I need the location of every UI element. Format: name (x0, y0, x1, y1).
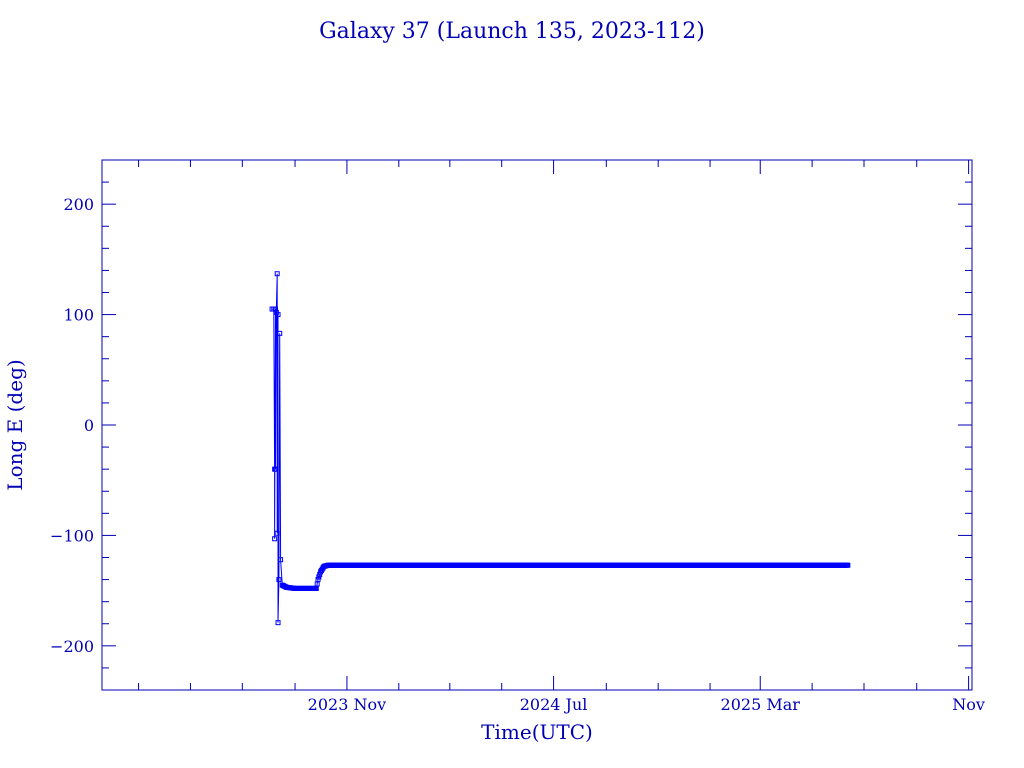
series-line (272, 273, 848, 623)
data-point-marker (277, 330, 283, 336)
x-tick-label: 2023 Nov (308, 695, 386, 714)
y-tick-label: 0 (84, 416, 94, 435)
data-point-marker (314, 581, 320, 587)
data-point-marker (274, 530, 280, 536)
y-tick-label: −100 (50, 526, 94, 545)
data-point-marker (316, 574, 322, 580)
axis-ticks: −200 −100 0 100 200 2023 Nov 2024 Jul 2025 Mar N… (50, 160, 985, 714)
chart-title: Galaxy 37 (Launch 135, 2023-112) (319, 19, 705, 44)
data-point-marker (272, 306, 278, 312)
data-point-marker (272, 466, 278, 472)
y-tick-label: 200 (63, 195, 94, 214)
y-tick-label: 100 (63, 306, 94, 325)
data-point-marker (274, 271, 280, 277)
x-tick-label: 2024 Jul (520, 695, 588, 714)
data-point-marker (278, 557, 284, 563)
x-axis-label: Time(UTC) (481, 720, 593, 744)
series-layer (269, 271, 851, 626)
y-tick-label: −200 (50, 637, 94, 656)
y-axis-label: Long E (deg) (3, 359, 27, 490)
data-point-marker (272, 536, 278, 542)
data-point-marker (844, 562, 850, 568)
data-point-marker (276, 577, 282, 583)
plot-frame (101, 159, 973, 691)
data-point-marker (319, 566, 325, 572)
x-tick-label: 2025 Mar (721, 695, 801, 714)
data-point-marker (275, 312, 281, 318)
x-tick-label: Nov (952, 695, 985, 714)
data-point-marker (275, 620, 281, 626)
